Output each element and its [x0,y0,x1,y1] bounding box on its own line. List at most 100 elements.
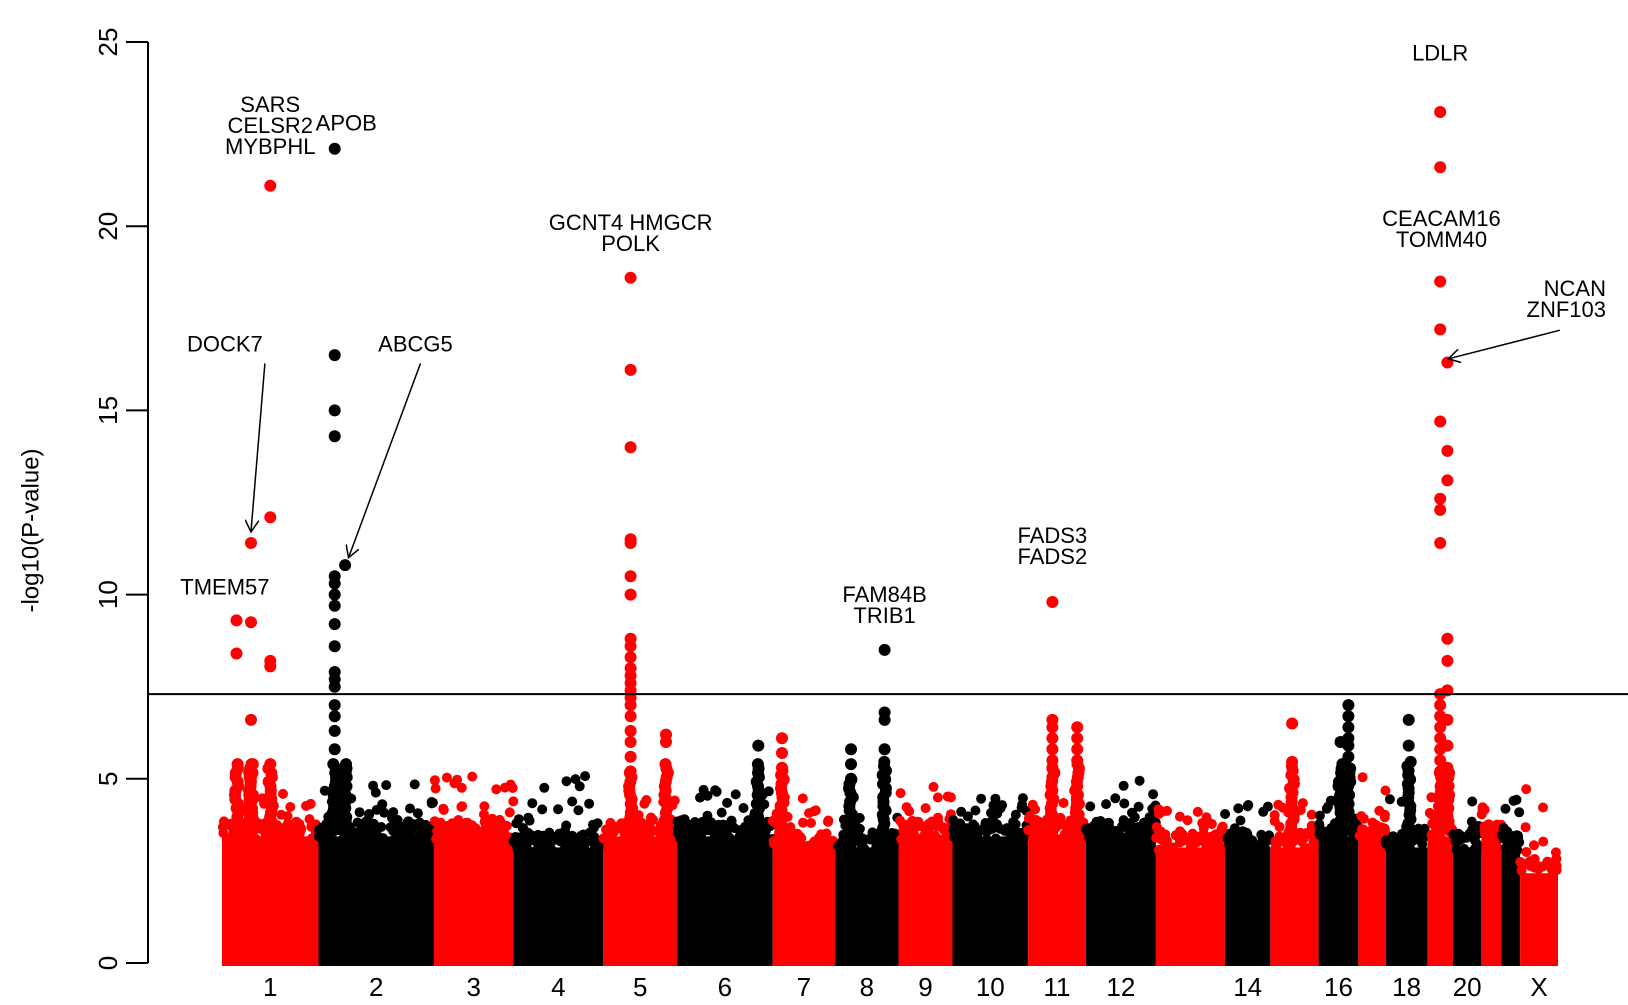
peak-snp-point [264,179,277,192]
snp-point [306,821,317,832]
snp-point [524,815,535,826]
snp-point [1547,865,1558,876]
snp-point [1487,834,1498,845]
snp-point [1356,828,1367,839]
snp-point [1370,819,1381,830]
snp-point [405,832,416,843]
snp-point [1016,802,1027,813]
peak-snp-point [1434,537,1447,549]
snp-point [973,826,984,837]
peak-snp-point [1434,721,1447,734]
chromosome-17-points [1354,772,1391,966]
snp-point [1521,847,1532,857]
snp-point [500,782,510,793]
snp-point [1198,828,1209,839]
snp-point [379,807,390,818]
snp-point [533,844,544,855]
snp-point [1091,816,1102,827]
gene-label-tomm40: TOMM40 [1396,227,1487,252]
snp-point [1134,775,1145,786]
x-tick-label-14: 14 [1233,972,1262,1002]
snp-point [441,772,452,783]
snp-point [1380,836,1391,847]
peak-snp-point [1434,106,1447,118]
gene-label-znf103: ZNF103 [1527,297,1606,322]
snp-point [1192,806,1203,817]
chromosome-10-dense-band [952,836,1029,966]
peak-snp-point [1441,713,1454,726]
chromosome-18-points [1380,713,1432,966]
chromosome-9-points [895,781,956,966]
snp-point [1101,799,1112,810]
annotation-arrow [251,363,266,532]
x-tick-labels: 1 2 3 4 5 6 7 8 9 10 11 12 14 16 18 20 X [263,972,1548,1002]
x-tick-label-6: 6 [718,972,732,1002]
snp-point [1306,809,1317,820]
snp-point [1511,830,1522,841]
peak-snp-point [262,762,275,775]
peak-snp-point [328,430,341,443]
peak-snp-point [231,758,244,771]
chromosome-12-dense-band [1085,836,1156,966]
chromosome-16-points [1314,699,1364,966]
peak-snp-point [659,758,672,771]
peak-snp-point [776,732,788,745]
snp-point [1108,830,1119,841]
y-axis: 0 5 10 15 20 25 [93,28,149,970]
peak-snp-point [1434,732,1447,745]
peak-snp-point [328,349,341,362]
snp-point [539,782,550,793]
snp-point [381,780,392,791]
snp-point [429,816,440,827]
chromosome-10-points [948,793,1033,966]
snp-point [920,803,931,814]
chromosome-2-points [314,142,438,966]
snp-point [1306,820,1317,831]
peak-snp-point [1441,474,1454,487]
snp-point [1148,789,1159,800]
snp-point [578,841,589,852]
x-tick-label-1: 1 [263,972,277,1002]
peak-snp-point [328,588,341,601]
y-tick-label: 10 [93,580,123,609]
peak-snp-point [245,713,257,726]
peak-snp-point [878,713,891,726]
chromosome-4-points [508,771,605,966]
snp-point [702,790,713,801]
y-tick-label: 5 [93,772,123,786]
chromosome-16-dense-band [1318,836,1359,966]
peak-snp-point [624,537,637,549]
snp-point [1380,785,1391,796]
snp-point [467,771,478,782]
chromosome-15-points [1269,717,1323,966]
snp-point [431,834,441,844]
chromosome-22-dense-band [1501,847,1521,966]
snp-point [580,771,591,782]
snp-point [352,817,363,828]
peak-snp-point [1046,596,1059,608]
snp-point [1459,843,1470,854]
snp-point [567,796,578,807]
snp-point [426,798,437,809]
snp-point [598,833,609,844]
snp-point [1300,844,1311,855]
snp-point [1538,836,1549,847]
peak-snp-point [1402,739,1415,752]
chromosome-11-dense-band [1028,836,1086,966]
chromosome-13-dense-band [1155,847,1225,966]
snp-point [388,807,399,818]
peak-snp-point [878,755,891,768]
x-tick-label-9: 9 [918,972,932,1002]
gene-label-abcg5: ABCG5 [378,331,453,356]
snp-point [711,786,722,797]
x-tick-label-11: 11 [1044,972,1071,1002]
snp-point [945,792,956,803]
snp-point [544,827,555,838]
snp-point [1231,834,1242,844]
snp-point [963,823,974,834]
snp-point [923,826,934,837]
peak-snp-point [845,743,857,756]
snp-point [674,816,685,827]
annotation-arrow [349,363,422,557]
chromosome-21-dense-band [1481,836,1502,966]
